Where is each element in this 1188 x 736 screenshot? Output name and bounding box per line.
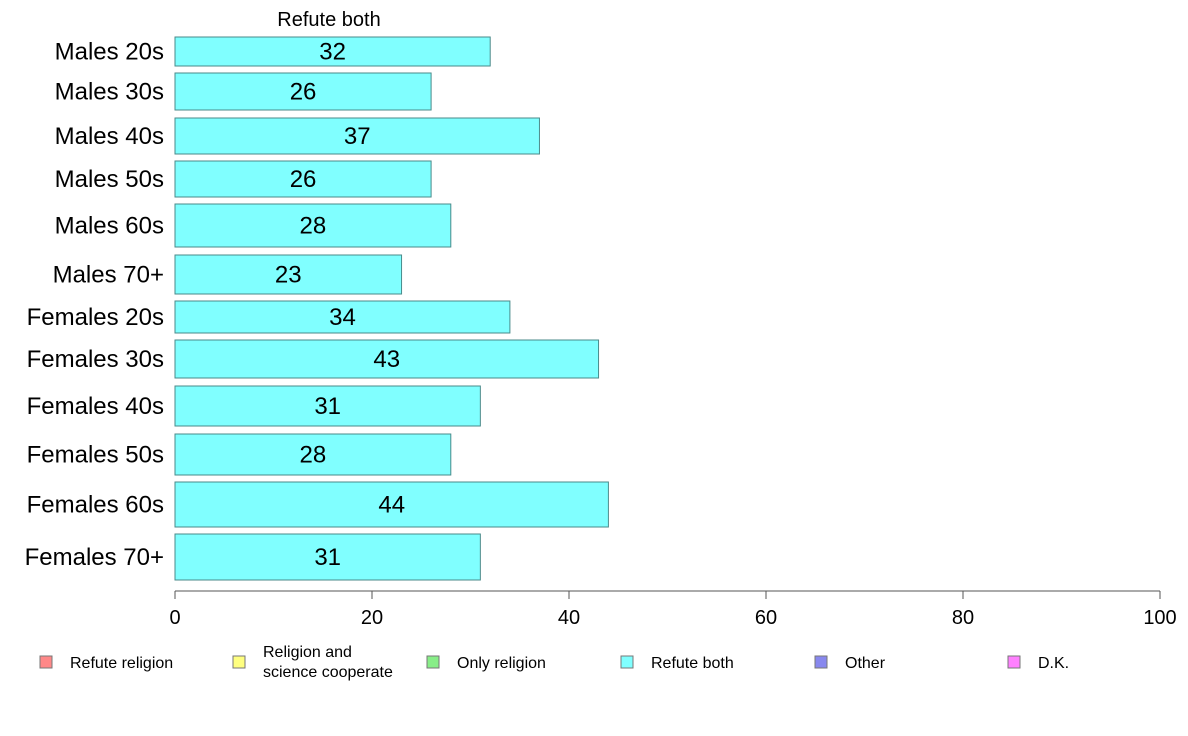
category-label: Females 20s — [27, 304, 164, 331]
category-label: Males 50s — [55, 166, 164, 193]
legend-label: Only religion — [457, 655, 546, 672]
bar — [174, 433, 452, 476]
category-label: Males 30s — [55, 79, 164, 106]
legend-swatch — [1007, 655, 1021, 669]
x-tick-label: 60 — [755, 607, 777, 629]
bar-value-label: 43 — [373, 346, 400, 373]
legend: Refute religion Religion and science coope… — [39, 644, 1069, 681]
bar-value-label: 31 — [314, 393, 341, 420]
bar-value-label: 32 — [319, 39, 346, 66]
bar-value-label: 26 — [290, 79, 317, 106]
category-label: Males 20s — [55, 39, 164, 66]
bar-value-label: 26 — [290, 166, 317, 193]
bar — [174, 36, 491, 67]
legend-label: D.K. — [1038, 655, 1069, 672]
bar-value-label: 23 — [275, 262, 302, 289]
bar — [174, 481, 609, 528]
category-label: Females 50s — [27, 442, 164, 469]
legend-label: Other — [845, 655, 886, 672]
legend-swatch — [232, 655, 246, 669]
bar — [174, 533, 481, 581]
legend-label: science cooperate — [263, 664, 393, 681]
bar — [174, 254, 403, 295]
bar-value-label: 37 — [344, 123, 371, 150]
x-tick-label: 100 — [1143, 607, 1176, 629]
bar — [174, 385, 481, 427]
legend-swatch — [814, 655, 828, 669]
x-tick-label: 20 — [361, 607, 383, 629]
category-label: Females 30s — [27, 346, 164, 373]
bar — [174, 117, 540, 155]
legend-label: Refute religion — [70, 655, 173, 672]
legend-swatch — [39, 655, 53, 669]
bar-value-label: 31 — [314, 544, 341, 571]
bar-value-label: 28 — [300, 213, 327, 240]
bars-group: 32 Males 20s 26 Males 30s 37 Males 40s 26 Males… — [25, 36, 609, 581]
category-label: Males 40s — [55, 123, 164, 150]
legend-swatch — [426, 655, 440, 669]
bar — [174, 300, 511, 334]
category-label: Males 60s — [55, 213, 164, 240]
x-tick-label: 80 — [952, 607, 974, 629]
legend-label: Religion and — [263, 644, 352, 661]
bar-value-label: 44 — [378, 492, 405, 519]
x-axis: 0 20 40 60 80 100 — [169, 590, 1177, 629]
category-label: Males 70+ — [53, 262, 164, 289]
x-tick-label: 0 — [169, 607, 180, 629]
bar — [174, 160, 432, 198]
chart-title: Refute both — [277, 9, 380, 31]
bar — [174, 203, 452, 248]
bar-value-label: 34 — [329, 304, 356, 331]
category-label: Females 40s — [27, 393, 164, 420]
bar — [174, 339, 600, 379]
legend-swatch — [620, 655, 634, 669]
category-label: Females 70+ — [25, 544, 164, 571]
x-tick-label: 40 — [558, 607, 580, 629]
category-label: Females 60s — [27, 492, 164, 519]
bar-value-label: 28 — [300, 442, 327, 469]
bar — [174, 72, 432, 111]
legend-label: Refute both — [651, 655, 734, 672]
